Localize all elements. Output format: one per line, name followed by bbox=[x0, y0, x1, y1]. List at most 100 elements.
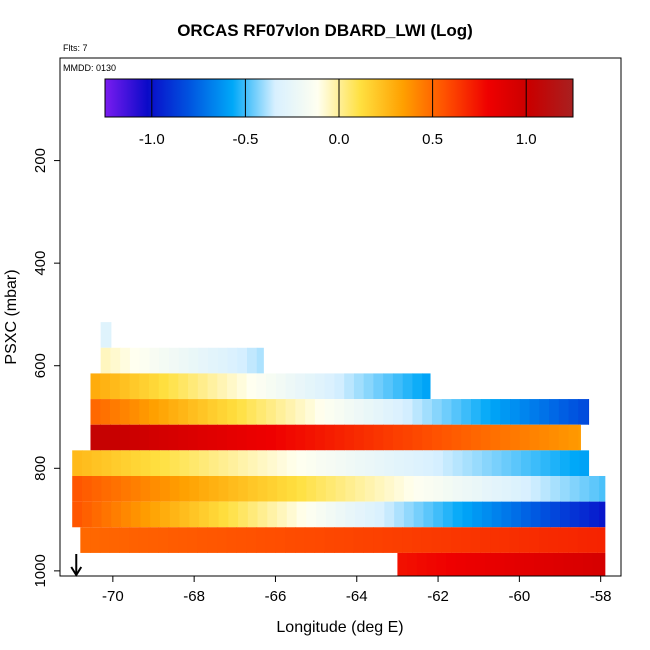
heatmap-cell bbox=[227, 347, 238, 374]
mmdd-note: MMDD: 0130 bbox=[63, 63, 116, 73]
heatmap-cell bbox=[111, 501, 122, 528]
heatmap-cell bbox=[277, 501, 288, 528]
heatmap-cell bbox=[217, 373, 228, 400]
heatmap-cell bbox=[403, 475, 415, 502]
heatmap-cell bbox=[306, 450, 317, 476]
heatmap-cell bbox=[452, 501, 464, 528]
heatmap-cell bbox=[119, 527, 130, 553]
y-tick-label: 800 bbox=[32, 456, 49, 481]
heatmap-cell bbox=[529, 424, 540, 451]
heatmap-cell bbox=[81, 475, 93, 502]
heatmap-cell bbox=[462, 450, 473, 476]
heatmap-cell bbox=[364, 501, 376, 528]
x-tick-label: -62 bbox=[427, 588, 449, 605]
heatmap-cell bbox=[189, 450, 200, 476]
heatmap-cell bbox=[101, 450, 112, 476]
heatmap-cell bbox=[130, 475, 142, 502]
heatmap-cell bbox=[168, 424, 179, 451]
heatmap-cell bbox=[139, 347, 151, 374]
heatmap-cell bbox=[267, 450, 278, 476]
heatmap-cell bbox=[364, 450, 376, 476]
heatmap-cell bbox=[188, 424, 199, 451]
heatmap-cell bbox=[120, 450, 132, 476]
heatmap-cell bbox=[314, 527, 325, 553]
heatmap-cell bbox=[324, 399, 336, 425]
heatmap-cell bbox=[511, 501, 522, 528]
heatmap-cell bbox=[247, 450, 259, 476]
heatmap-cell bbox=[441, 527, 452, 553]
heatmap-cell bbox=[296, 450, 307, 476]
heatmap-cell bbox=[550, 475, 561, 502]
heatmap-cell bbox=[510, 424, 521, 451]
heatmap-cell bbox=[472, 450, 483, 476]
heatmap-cell bbox=[91, 450, 103, 476]
y-axis-label: PSXC (mbar) bbox=[3, 269, 20, 364]
heatmap-cell bbox=[451, 424, 462, 451]
heatmap-cell bbox=[324, 424, 336, 451]
heatmap-cell bbox=[246, 527, 257, 553]
heatmap-cell bbox=[472, 475, 483, 502]
heatmap-cell bbox=[111, 450, 122, 476]
heatmap-cell bbox=[384, 450, 395, 476]
heatmap-cell bbox=[589, 475, 600, 502]
heatmap-cell bbox=[169, 450, 181, 476]
heatmap-cell bbox=[140, 501, 151, 528]
heatmap-cell bbox=[334, 399, 345, 425]
heatmap-cell bbox=[140, 475, 151, 502]
heatmap-cell bbox=[403, 450, 415, 476]
heatmap-cell bbox=[140, 450, 151, 476]
heatmap-cell bbox=[316, 501, 327, 528]
heatmap-cell bbox=[553, 552, 564, 576]
heatmap-cell bbox=[100, 322, 112, 348]
heatmap-cell bbox=[413, 450, 425, 476]
heatmap-cell bbox=[602, 552, 606, 576]
heatmap-cell bbox=[179, 450, 190, 476]
heatmap-cell bbox=[306, 475, 317, 502]
heatmap-cell bbox=[344, 373, 355, 400]
heatmap-cell bbox=[198, 347, 209, 374]
heatmap-cell bbox=[578, 424, 581, 451]
heatmap-cell bbox=[296, 501, 307, 528]
heatmap-cell bbox=[168, 347, 180, 374]
heatmap-cell bbox=[345, 501, 356, 528]
heatmap-cell bbox=[256, 399, 267, 425]
heatmap-cell bbox=[355, 450, 366, 476]
heatmap-cell bbox=[426, 552, 438, 576]
heatmap-cell bbox=[100, 347, 112, 374]
heatmap-cell bbox=[460, 527, 472, 553]
heatmap-cell bbox=[168, 373, 179, 400]
heatmap-cell bbox=[481, 501, 493, 528]
heatmap-cell bbox=[431, 399, 443, 425]
heatmap-cell bbox=[197, 527, 208, 553]
heatmap-cell bbox=[490, 527, 501, 553]
heatmap-cell bbox=[451, 399, 462, 425]
heatmap-cell bbox=[99, 527, 111, 553]
heatmap-cell bbox=[72, 475, 83, 502]
heatmap-cell bbox=[325, 501, 337, 528]
heatmap-cell bbox=[286, 475, 298, 502]
heatmap-cell bbox=[275, 527, 286, 553]
heatmap-cell bbox=[589, 501, 600, 528]
heatmap-cell bbox=[412, 373, 423, 400]
heatmap-cell bbox=[521, 450, 532, 476]
heatmap-cell bbox=[579, 475, 590, 502]
heatmap-cell bbox=[129, 527, 140, 553]
heatmap-cell bbox=[179, 475, 190, 502]
heatmap-cell bbox=[472, 501, 483, 528]
heatmap-cell bbox=[178, 399, 189, 425]
heatmap-cell bbox=[373, 373, 384, 400]
heatmap-cell bbox=[169, 501, 181, 528]
heatmap-cell bbox=[188, 399, 199, 425]
heatmap-cell bbox=[363, 527, 374, 553]
heatmap-cell bbox=[530, 450, 542, 476]
heatmap-cell bbox=[413, 475, 425, 502]
heatmap-cell bbox=[277, 450, 288, 476]
heatmap-cell bbox=[246, 373, 257, 400]
heatmap-cell bbox=[344, 399, 355, 425]
heatmap-cell bbox=[119, 373, 131, 400]
heatmap-cell bbox=[247, 347, 258, 374]
heatmap-cell bbox=[266, 424, 277, 451]
heatmap-cell bbox=[558, 527, 569, 553]
heatmap-cell bbox=[295, 399, 306, 425]
heatmap-cell bbox=[139, 373, 150, 400]
